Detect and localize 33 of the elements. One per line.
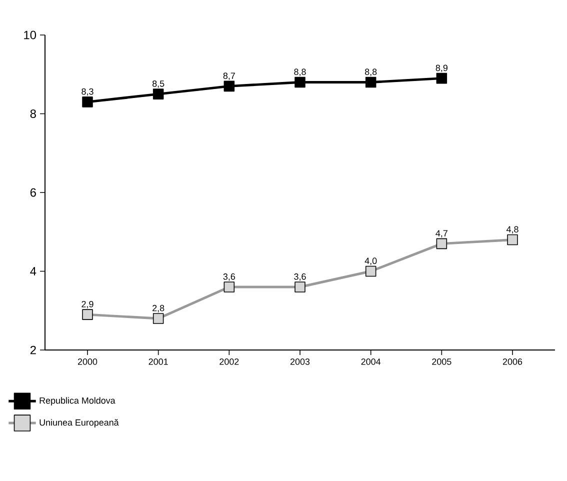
point: [82, 96, 93, 108]
data-label: 8,3: [82, 88, 94, 96]
data-label: 8,7: [223, 72, 235, 80]
legend-label: Uniunea Europeană: [40, 418, 119, 428]
data-label: 3,6: [294, 273, 306, 281]
data-label: 2,9: [82, 300, 94, 308]
point: [294, 76, 306, 88]
data-label: 4,8: [506, 226, 518, 234]
data-label: 8,9: [436, 64, 448, 72]
data-label: 4,7: [436, 230, 448, 238]
data-label: 8,8: [364, 68, 377, 76]
y-tick-label: 6: [30, 188, 36, 197]
y-tick-label: 4: [30, 267, 36, 276]
data-label: 8,5: [152, 80, 164, 88]
x-tick-label: 2005: [432, 358, 452, 365]
y-tick-label: 10: [24, 30, 36, 40]
x-tick-label: 2000: [78, 358, 98, 365]
point: [152, 88, 164, 100]
data-label: 3,6: [223, 273, 236, 281]
x-tick-label: 2003: [290, 358, 310, 365]
y-tick-label: 8: [30, 110, 36, 118]
data-label: 4,0: [364, 258, 377, 266]
point: [436, 72, 448, 84]
y-tick-label: 2: [30, 346, 36, 354]
x-tick-label: 2001: [148, 358, 168, 365]
data-label: 8,8: [294, 68, 306, 76]
point: [224, 80, 235, 92]
x-tick-label: 2004: [361, 358, 381, 365]
legend-label: Republica Moldova: [40, 397, 116, 406]
x-tick-label: 2002: [220, 358, 239, 365]
data-label: 2,8: [152, 304, 164, 312]
x-tick-label: 2006: [502, 358, 522, 365]
point: [365, 76, 376, 88]
